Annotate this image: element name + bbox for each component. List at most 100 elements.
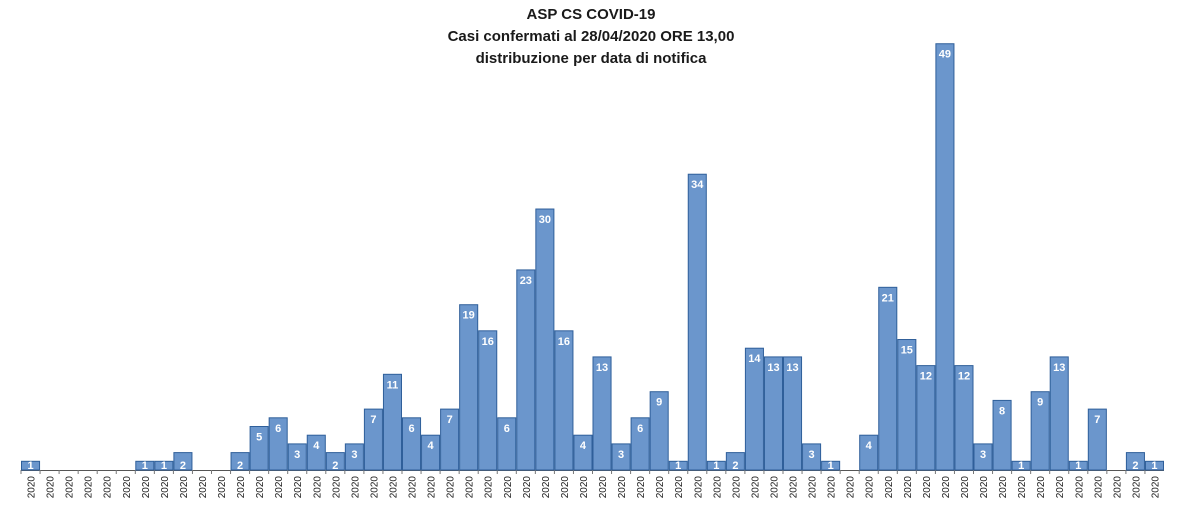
x-tick-label: 2020: [84, 476, 95, 499]
bar: [173, 452, 193, 471]
bar: [1087, 408, 1107, 471]
bar-value-label: 12: [958, 371, 970, 383]
x-tick-label: 2020: [331, 476, 342, 499]
x-tick-label: 2020: [655, 476, 666, 499]
bar-value-label: 3: [980, 449, 986, 461]
bar: [325, 452, 345, 471]
x-tick-label: 2020: [750, 476, 761, 499]
bar-value-label: 3: [618, 449, 624, 461]
x-tick-label: 2020: [941, 476, 952, 499]
bar-value-label: 16: [558, 336, 570, 348]
bar: [1125, 452, 1145, 471]
x-tick-label: 2020: [217, 476, 228, 499]
x-tick-label: 2020: [903, 476, 914, 499]
bar-value-label: 4: [428, 440, 435, 452]
x-tick-label: 2020: [293, 476, 304, 499]
bar-value-label: 3: [809, 449, 815, 461]
bar-value-label: 6: [504, 423, 510, 435]
bar: [1011, 460, 1031, 471]
x-tick-label: 2020: [960, 476, 971, 499]
x-tick-label: 2020: [46, 476, 57, 499]
bar: [935, 43, 955, 471]
bar-value-label: 13: [596, 362, 608, 374]
x-tick-label: 2020: [865, 476, 876, 499]
bar: [706, 460, 726, 471]
bar: [1030, 391, 1050, 471]
bar: [516, 269, 536, 471]
bar-value-label: 21: [882, 292, 894, 304]
x-tick-label: 2020: [1017, 476, 1028, 499]
x-tick-label: 2020: [789, 476, 800, 499]
x-tick-label: 2020: [388, 476, 399, 499]
bar: [440, 408, 460, 471]
bar-value-label: 15: [901, 345, 913, 357]
bar: [649, 391, 669, 471]
bar: [268, 417, 288, 471]
x-tick-label: 2020: [1036, 476, 1047, 499]
bar: [992, 399, 1012, 471]
bar-value-label: 1: [1151, 460, 1157, 472]
bar-value-label: 9: [1037, 397, 1043, 409]
x-tick-label: 2020: [1131, 476, 1142, 499]
bar: [459, 304, 479, 471]
bar-value-label: 1: [1018, 460, 1024, 472]
bar-value-label: 8: [999, 405, 1005, 417]
bar: [744, 347, 764, 471]
x-tick-label: 2020: [731, 476, 742, 499]
bar: [306, 434, 326, 471]
bar: [916, 365, 936, 471]
bar-value-label: 16: [482, 336, 494, 348]
x-tick-label: 2020: [922, 476, 933, 499]
bar-value-label: 23: [520, 275, 532, 287]
x-tick-label: 2020: [103, 476, 114, 499]
bar: [154, 460, 174, 471]
x-tick-label: 2020: [617, 476, 628, 499]
x-tick-label: 2020: [579, 476, 590, 499]
bar: [363, 408, 383, 471]
bar-value-label: 1: [1075, 460, 1081, 472]
bar: [630, 417, 650, 471]
bar: [249, 426, 269, 471]
bar: [878, 286, 898, 471]
x-tick-label: 2020: [674, 476, 685, 499]
bar: [230, 452, 250, 471]
x-tick-label: 2020: [1112, 476, 1123, 499]
x-tick-label: 2020: [1055, 476, 1066, 499]
bar-value-label: 1: [675, 460, 681, 472]
x-tick-label: 2020: [427, 476, 438, 499]
bar: [21, 460, 41, 471]
x-tick-label: 2020: [408, 476, 419, 499]
bar-value-label: 2: [332, 460, 338, 472]
x-tick-label: 2020: [465, 476, 476, 499]
bar: [897, 339, 917, 471]
bar-value-label: 1: [27, 460, 33, 472]
bar: [402, 417, 422, 471]
x-tick-label: 2020: [560, 476, 571, 499]
x-tick-label: 2020: [350, 476, 361, 499]
x-tick-label: 2020: [141, 476, 152, 499]
x-tick-label: 2020: [369, 476, 380, 499]
bar: [973, 443, 993, 471]
x-tick-label: 2020: [27, 476, 38, 499]
x-tick-label: 2020: [312, 476, 323, 499]
x-tick-label: 2020: [884, 476, 895, 499]
bar: [554, 330, 574, 471]
bar-value-label: 3: [294, 449, 300, 461]
bar-value-label: 11: [387, 379, 399, 391]
bar-value-label: 19: [463, 310, 475, 322]
x-tick-label: 2020: [998, 476, 1009, 499]
x-tick-label: 2020: [636, 476, 647, 499]
bar: [763, 356, 784, 471]
bar: [478, 330, 498, 471]
bar-value-label: 2: [237, 460, 243, 472]
x-tick-label: 2020: [598, 476, 609, 499]
bar: [859, 434, 879, 471]
chart-title-line-1: ASP CS COVID-19: [526, 6, 656, 23]
x-tick-label: 2020: [255, 476, 266, 499]
bar-value-label: 1: [161, 460, 167, 472]
x-tick-label: 2020: [769, 476, 780, 499]
bar-value-label: 14: [748, 353, 761, 365]
bar: [954, 365, 974, 471]
bar-value-label: 4: [313, 440, 320, 452]
